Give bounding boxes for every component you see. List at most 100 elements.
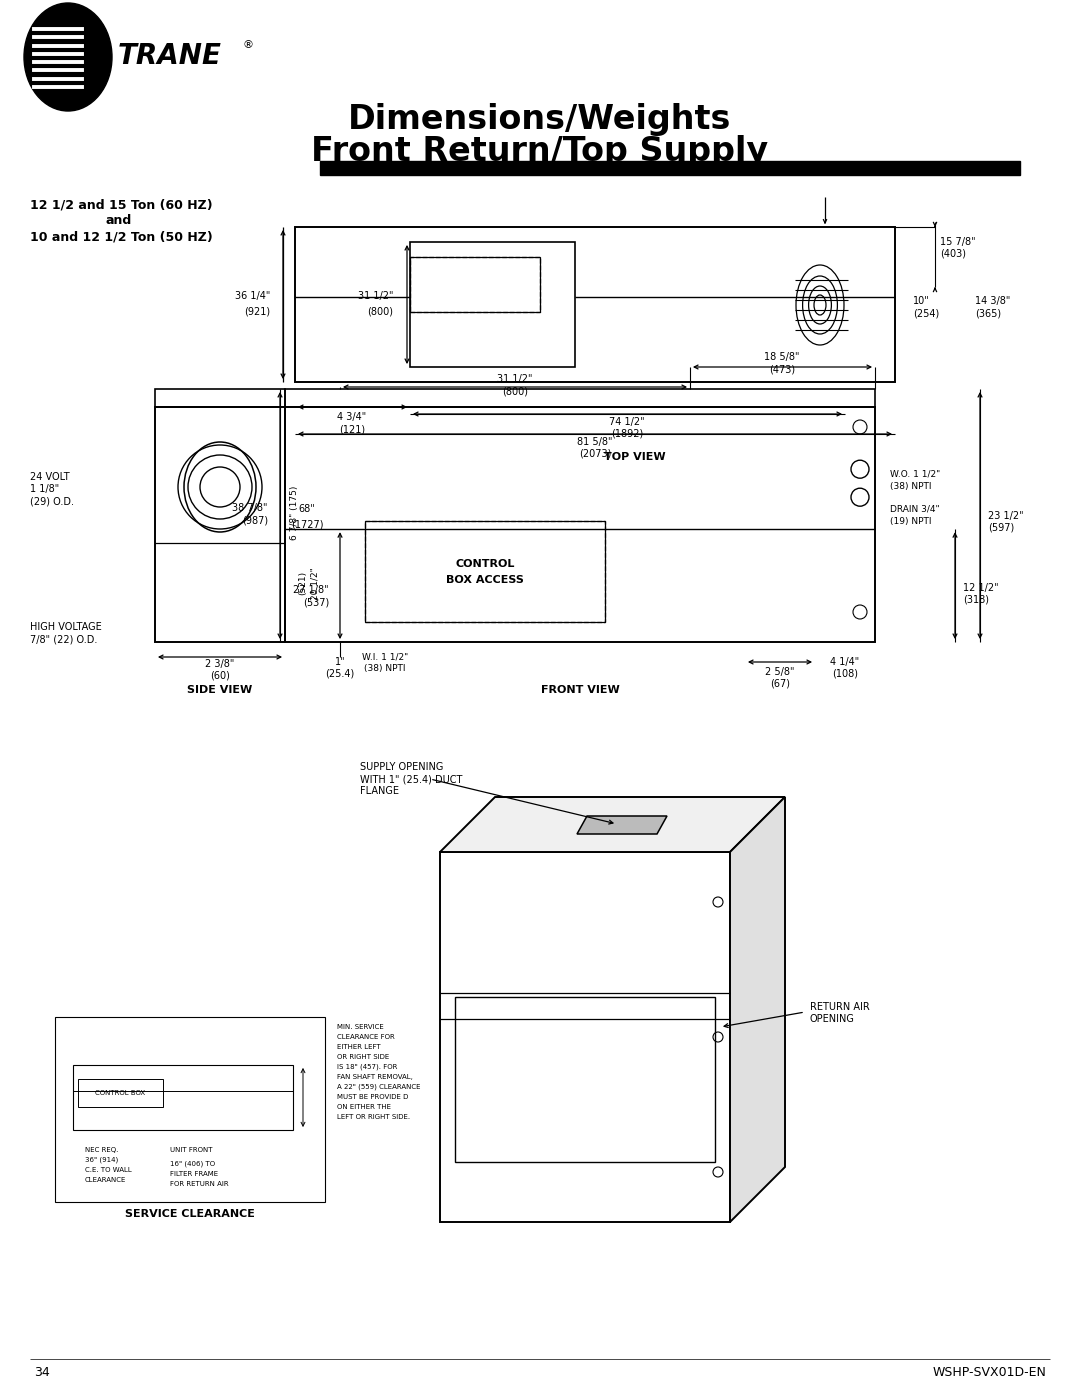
Text: WITH 1" (25.4) DUCT: WITH 1" (25.4) DUCT [360, 774, 462, 784]
Bar [156, 407, 285, 643]
Text: 10 and 12 1/2 Ton (50 HZ): 10 and 12 1/2 Ton (50 HZ) [30, 231, 213, 243]
Text: MUST BE PROVIDE D: MUST BE PROVIDE D [337, 1094, 408, 1099]
Text: WSHP-SVX01D-EN: WSHP-SVX01D-EN [932, 1365, 1047, 1379]
Text: 4 3/4": 4 3/4" [337, 412, 366, 422]
Text: 1 1/8": 1 1/8" [30, 483, 59, 495]
Bar [295, 226, 895, 381]
Text: OR RIGHT SIDE: OR RIGHT SIDE [337, 1053, 389, 1060]
Text: NEC REQ.: NEC REQ. [85, 1147, 119, 1153]
Text: (38) NPTI: (38) NPTI [364, 665, 406, 673]
Bar [78, 1080, 163, 1108]
Text: CLEARANCE FOR: CLEARANCE FOR [337, 1034, 395, 1039]
Text: (403): (403) [940, 249, 966, 258]
Text: SERVICE CLEARANCE: SERVICE CLEARANCE [125, 1208, 255, 1220]
Text: (19) NPTI: (19) NPTI [890, 517, 931, 525]
Text: 15 7/8": 15 7/8" [940, 237, 975, 247]
Text: Front Return/Top Supply: Front Return/Top Supply [311, 134, 769, 168]
Text: 2 5/8": 2 5/8" [766, 666, 795, 678]
Text: CLEARANCE: CLEARANCE [85, 1178, 126, 1183]
Ellipse shape [24, 3, 112, 110]
Text: ®: ® [243, 41, 254, 50]
Text: RETURN AIR: RETURN AIR [810, 1002, 869, 1011]
Text: 1": 1" [335, 657, 346, 666]
Text: 81 5/8": 81 5/8" [577, 437, 612, 447]
Text: 7/8" (22) O.D.: 7/8" (22) O.D. [30, 634, 97, 644]
Text: (25.4): (25.4) [325, 669, 354, 679]
Text: FAN SHAFT REMOVAL,: FAN SHAFT REMOVAL, [337, 1074, 413, 1080]
Text: 38 7/8": 38 7/8" [232, 503, 268, 513]
Text: IS 18" (457). FOR: IS 18" (457). FOR [337, 1063, 397, 1070]
Text: FRONT VIEW: FRONT VIEW [541, 685, 619, 694]
Text: TOP VIEW: TOP VIEW [604, 453, 665, 462]
Text: (29) O.D.: (29) O.D. [30, 496, 75, 506]
Text: (38) NPTI: (38) NPTI [890, 482, 931, 490]
Bar [320, 161, 1020, 175]
Text: (800): (800) [367, 306, 393, 317]
Text: Dimensions/Weights: Dimensions/Weights [349, 102, 731, 136]
Text: 12 1/2": 12 1/2" [963, 583, 999, 592]
Text: SIDE VIEW: SIDE VIEW [187, 685, 253, 694]
Text: (60): (60) [211, 671, 230, 680]
Polygon shape [730, 798, 785, 1222]
Text: (318): (318) [963, 595, 989, 605]
Text: 36 1/4": 36 1/4" [234, 292, 270, 302]
Text: W.O. 1 1/2": W.O. 1 1/2" [890, 469, 941, 479]
Bar [156, 388, 285, 407]
Text: 36" (914): 36" (914) [85, 1157, 118, 1164]
Text: 74 1/2": 74 1/2" [609, 416, 645, 427]
Text: DRAIN 3/4": DRAIN 3/4" [890, 504, 940, 514]
Text: 34: 34 [33, 1365, 50, 1379]
Text: CONTROL BOX: CONTROL BOX [95, 1090, 145, 1097]
Bar [410, 242, 575, 367]
Bar [455, 997, 715, 1162]
Bar [365, 521, 605, 622]
Text: (473): (473) [769, 365, 795, 374]
Text: 68": 68" [299, 504, 315, 514]
Text: (987): (987) [242, 515, 268, 525]
Bar [410, 257, 540, 312]
Text: 18 5/8": 18 5/8" [765, 352, 800, 362]
Bar [55, 1017, 325, 1201]
Text: SUPPLY OPENING: SUPPLY OPENING [360, 761, 444, 773]
Polygon shape [577, 816, 667, 834]
Text: (921): (921) [244, 306, 270, 317]
Text: A 22" (559) CLEARANCE: A 22" (559) CLEARANCE [337, 1084, 420, 1090]
Text: (1727): (1727) [291, 520, 323, 529]
Text: EITHER LEFT: EITHER LEFT [337, 1044, 380, 1051]
Bar [73, 1065, 293, 1130]
Text: (121): (121) [339, 425, 365, 434]
Text: 12 1/2 and 15 Ton (60 HZ): 12 1/2 and 15 Ton (60 HZ) [30, 198, 213, 211]
Bar [410, 257, 540, 312]
Text: (365): (365) [975, 309, 1001, 319]
Text: ON EITHER THE: ON EITHER THE [337, 1104, 391, 1111]
Text: 31 1/2": 31 1/2" [497, 374, 532, 384]
Text: (254): (254) [913, 309, 940, 319]
Text: 10": 10" [913, 296, 930, 306]
Text: CONTROL: CONTROL [456, 559, 515, 569]
Text: and: and [105, 215, 132, 228]
Text: C.E. TO WALL: C.E. TO WALL [85, 1166, 132, 1173]
Bar [440, 852, 730, 1222]
Text: BOX ACCESS: BOX ACCESS [446, 576, 524, 585]
Text: (800): (800) [502, 386, 528, 395]
Text: 24 VOLT: 24 VOLT [30, 472, 69, 482]
Text: OPENING: OPENING [810, 1014, 855, 1024]
Text: TRANE: TRANE [118, 42, 222, 70]
Text: UNIT FRONT: UNIT FRONT [170, 1147, 213, 1153]
Text: (108): (108) [832, 669, 858, 679]
Text: 27 1/8": 27 1/8" [294, 585, 329, 595]
Text: (521): (521) [298, 571, 308, 595]
Text: (597): (597) [988, 522, 1014, 532]
Bar [285, 388, 875, 407]
Text: 6 7/8" (175): 6 7/8" (175) [291, 486, 299, 539]
Text: FLANGE: FLANGE [360, 787, 399, 796]
Text: FOR RETURN AIR: FOR RETURN AIR [170, 1180, 229, 1187]
Text: W.I. 1 1/2": W.I. 1 1/2" [362, 652, 408, 662]
Text: MIN. SERVICE: MIN. SERVICE [337, 1024, 383, 1030]
Bar [285, 407, 875, 643]
Text: LEFT OR RIGHT SIDE.: LEFT OR RIGHT SIDE. [337, 1113, 410, 1120]
Text: (2073): (2073) [579, 448, 611, 458]
Polygon shape [440, 798, 785, 852]
Text: 16" (406) TO: 16" (406) TO [170, 1161, 215, 1168]
Text: 14 3/8": 14 3/8" [975, 296, 1011, 306]
